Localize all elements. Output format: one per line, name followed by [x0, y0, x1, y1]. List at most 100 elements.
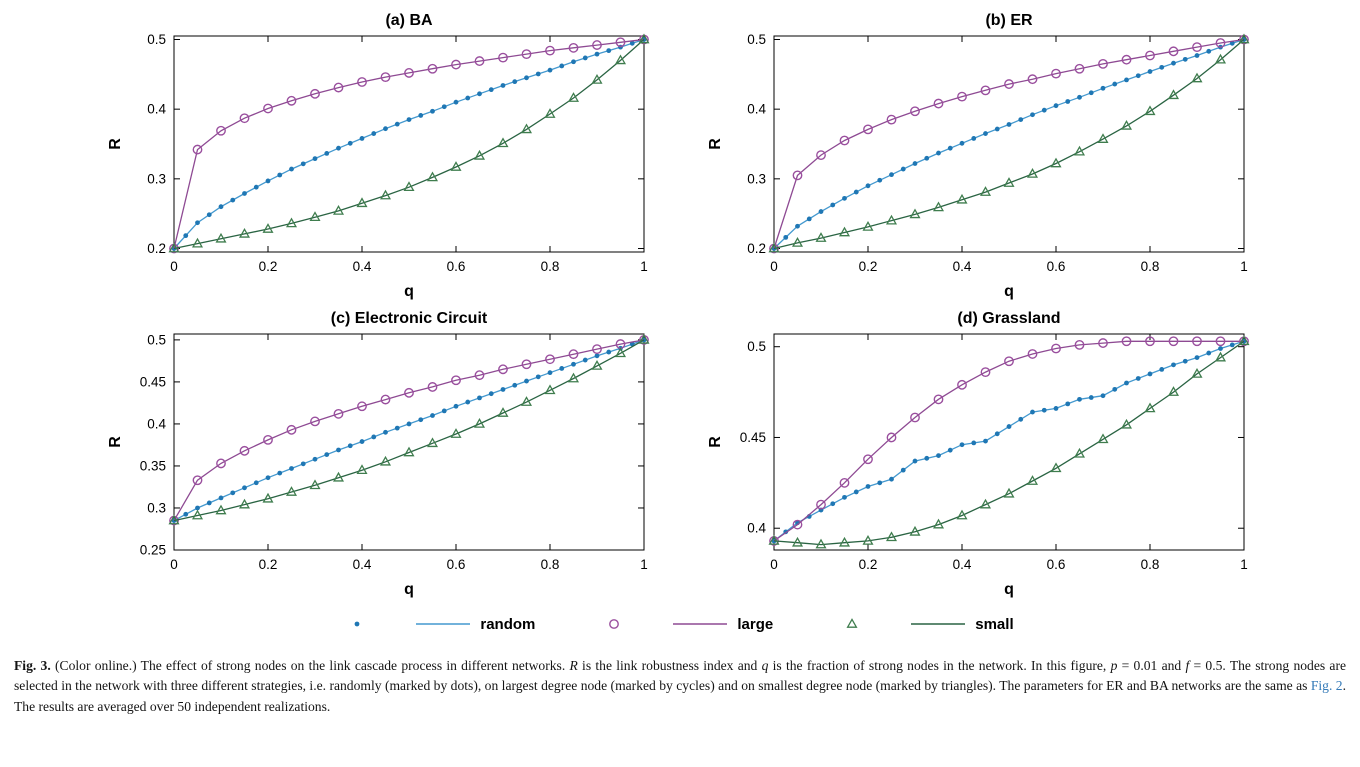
- legend-line-random: [416, 623, 471, 625]
- chart-svg: 0 0.2 0.4 0.6 0.8 1 0.25 0.3 0.35 0.4 0.45 0.5 (c) E…: [107, 310, 650, 598]
- caption-text: (Color online.) The effect of strong nod…: [50, 658, 570, 673]
- series-marker-large: [592, 344, 602, 355]
- series-marker-random: [371, 434, 377, 440]
- series-marker-random: [582, 55, 588, 61]
- y-tick-label: 0.5: [747, 339, 766, 354]
- series-marker-random: [912, 458, 918, 464]
- series-marker-small: [1097, 433, 1109, 444]
- series-marker-large: [427, 382, 438, 392]
- series-line-small: [173, 339, 645, 522]
- x-tick-label: 1: [640, 557, 648, 572]
- x-tick-label: 0: [170, 557, 178, 572]
- series-marker-random: [535, 374, 541, 380]
- series-marker-small: [1050, 157, 1062, 168]
- series-marker-small: [885, 214, 898, 225]
- series-marker-random: [359, 439, 365, 444]
- series-marker-small: [1026, 475, 1039, 485]
- series-marker-large: [1074, 339, 1085, 350]
- series-marker-small: [215, 232, 227, 243]
- series-marker-random: [535, 71, 541, 77]
- series-marker-small: [332, 204, 345, 215]
- series-marker-small: [1214, 351, 1227, 362]
- series-marker-small: [520, 123, 533, 134]
- fig2-link[interactable]: Fig. 2: [1310, 678, 1343, 694]
- x-tick-label: 1: [640, 259, 648, 274]
- series-marker-random: [1206, 48, 1212, 54]
- series-marker-large: [886, 114, 897, 125]
- series-marker-random: [195, 505, 200, 511]
- legend-dot-marker: [354, 621, 360, 627]
- series-marker-small: [379, 455, 392, 466]
- series-marker-small: [238, 227, 251, 238]
- series-marker-random: [430, 413, 435, 418]
- x-tick-label: 0.4: [953, 259, 972, 274]
- legend-triangle-marker: [846, 618, 858, 628]
- series-marker-small: [815, 232, 827, 242]
- series-marker-small: [591, 360, 603, 370]
- series-marker-random: [1018, 416, 1024, 422]
- series-line-large: [773, 340, 1244, 542]
- x-axis-label: q: [404, 581, 414, 598]
- series-marker-large: [286, 95, 297, 106]
- series-marker-large: [357, 401, 367, 412]
- series-marker-random: [947, 447, 953, 453]
- series-marker-random: [842, 195, 847, 201]
- series-marker-small: [1120, 119, 1133, 130]
- series-marker-random: [1053, 406, 1059, 411]
- series-marker-random: [559, 63, 565, 69]
- series-marker-random: [1077, 396, 1082, 402]
- chart-svg: 0 0.2 0.4 0.6 0.8 1 0.2 0.3 0.4 0.5 (a) BA q R: [107, 12, 650, 300]
- series-marker-large: [521, 359, 532, 370]
- series-marker-random: [1112, 81, 1118, 87]
- series-marker-large: [1074, 63, 1085, 74]
- series-marker-large: [1168, 46, 1179, 57]
- series-marker-random: [830, 501, 836, 507]
- x-tick-label: 0.2: [859, 259, 878, 274]
- legend-line-small: [911, 623, 966, 625]
- series-marker-large: [957, 379, 967, 390]
- series-marker-small: [909, 525, 921, 536]
- series-marker-random: [1171, 60, 1176, 66]
- series-marker-random: [971, 440, 977, 446]
- series-marker-large: [1027, 74, 1038, 85]
- series-marker-random: [394, 425, 400, 431]
- x-tick-label: 0: [170, 259, 178, 274]
- legend-line-large: [673, 623, 728, 625]
- chart-title: (c) Electronic Circuit: [331, 310, 488, 327]
- series-marker-random: [277, 172, 283, 178]
- series-marker-random: [842, 494, 847, 500]
- series-marker-small: [838, 536, 851, 547]
- series-marker-large: [980, 85, 991, 96]
- caption-text: = 0.01 and: [1117, 658, 1186, 673]
- series-marker-random: [806, 216, 812, 222]
- x-axis-label: q: [1004, 581, 1014, 598]
- axes-box: [173, 333, 645, 551]
- x-tick-label: 0: [770, 557, 778, 572]
- series-marker-random: [289, 466, 294, 471]
- series-line-large: [773, 38, 1245, 249]
- legend-label-random: random: [480, 615, 536, 633]
- series-marker-random: [406, 117, 412, 123]
- series-marker-random: [1124, 380, 1129, 386]
- series-marker-large: [1145, 50, 1155, 61]
- series-marker-small: [591, 73, 603, 84]
- y-tick-label: 0.25: [140, 543, 166, 558]
- series-marker-small: [768, 535, 780, 545]
- series-marker-large: [957, 91, 967, 102]
- chart-title: (d) Grassland: [957, 310, 1060, 327]
- series-marker-small: [309, 479, 321, 490]
- series-marker-random: [971, 136, 977, 141]
- caption-text: is the fraction of strong nodes in the n…: [768, 658, 1111, 673]
- series-marker-small: [909, 208, 921, 219]
- legend-item-large: large: [603, 614, 773, 634]
- series-marker-small: [1191, 368, 1203, 378]
- series-marker-small: [614, 347, 627, 358]
- series-marker-small: [544, 384, 556, 395]
- series-marker-random: [853, 489, 859, 495]
- series-marker-large: [1051, 343, 1061, 354]
- series-marker-random: [606, 48, 612, 54]
- series-marker-large: [380, 394, 391, 405]
- x-tick-label: 0.2: [259, 557, 278, 572]
- series-marker-small: [1144, 402, 1156, 413]
- series-line-small: [173, 39, 645, 250]
